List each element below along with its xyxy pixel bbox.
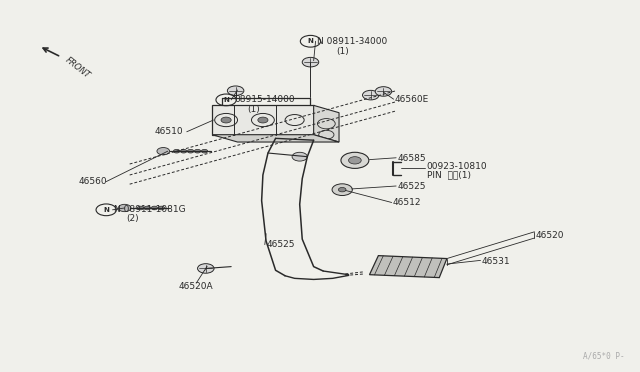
Text: 46510: 46510 [155, 127, 184, 136]
Text: 46585: 46585 [397, 154, 426, 163]
Circle shape [332, 184, 353, 196]
Circle shape [221, 117, 231, 123]
Circle shape [341, 152, 369, 169]
Circle shape [158, 206, 164, 210]
Circle shape [339, 187, 346, 192]
Polygon shape [212, 105, 314, 135]
Text: A/65*0 P-: A/65*0 P- [583, 351, 625, 360]
Circle shape [180, 149, 187, 153]
Polygon shape [369, 256, 447, 278]
Circle shape [375, 87, 392, 96]
Text: N: N [103, 207, 109, 213]
Text: 08915-14000: 08915-14000 [234, 95, 295, 105]
Circle shape [292, 152, 307, 161]
Circle shape [198, 264, 214, 273]
Circle shape [144, 206, 150, 210]
Circle shape [173, 149, 180, 153]
Circle shape [349, 157, 361, 164]
Text: (1): (1) [336, 46, 349, 56]
Polygon shape [212, 135, 339, 142]
Circle shape [302, 57, 319, 67]
Text: 00923-10810: 00923-10810 [427, 162, 487, 171]
Text: 46520: 46520 [536, 231, 564, 240]
Circle shape [151, 206, 157, 210]
Text: N 08911-34000: N 08911-34000 [317, 37, 387, 46]
Text: N: N [308, 38, 314, 44]
Text: 46560: 46560 [79, 177, 108, 186]
Circle shape [258, 117, 268, 123]
Circle shape [118, 204, 131, 212]
Text: 46560E: 46560E [395, 94, 429, 104]
Circle shape [227, 86, 244, 96]
Circle shape [195, 149, 201, 153]
Circle shape [202, 149, 208, 153]
Text: (2): (2) [127, 215, 139, 224]
Text: 46525: 46525 [397, 182, 426, 190]
Circle shape [188, 149, 194, 153]
Text: N 08911-1081G: N 08911-1081G [114, 205, 186, 214]
Text: 46512: 46512 [393, 198, 422, 207]
Text: N: N [223, 97, 229, 103]
Circle shape [157, 148, 170, 155]
Text: PIN  ピン(1): PIN ピン(1) [427, 170, 470, 180]
Circle shape [362, 90, 379, 100]
Circle shape [137, 206, 143, 210]
Text: FRONT: FRONT [63, 55, 92, 80]
Text: 46531: 46531 [482, 257, 511, 266]
Text: 46525: 46525 [266, 240, 294, 249]
Polygon shape [314, 105, 339, 142]
Text: 46520A: 46520A [179, 282, 214, 291]
Text: (1): (1) [247, 105, 260, 114]
